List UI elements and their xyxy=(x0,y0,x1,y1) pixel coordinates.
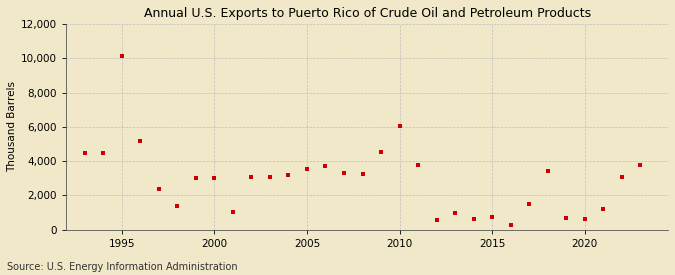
Point xyxy=(487,215,497,219)
Point xyxy=(227,210,238,214)
Text: Source: U.S. Energy Information Administration: Source: U.S. Energy Information Administ… xyxy=(7,262,238,272)
Y-axis label: Thousand Barrels: Thousand Barrels xyxy=(7,81,17,172)
Point xyxy=(339,171,350,175)
Point xyxy=(209,176,220,180)
Point xyxy=(172,204,183,208)
Point xyxy=(320,164,331,169)
Point xyxy=(506,222,516,227)
Point xyxy=(598,207,609,211)
Point xyxy=(616,174,627,179)
Point xyxy=(116,54,127,59)
Point xyxy=(153,186,164,191)
Title: Annual U.S. Exports to Puerto Rico of Crude Oil and Petroleum Products: Annual U.S. Exports to Puerto Rico of Cr… xyxy=(144,7,591,20)
Point xyxy=(302,167,313,171)
Point xyxy=(357,172,368,176)
Point xyxy=(283,173,294,177)
Point xyxy=(561,216,572,220)
Point xyxy=(246,174,256,179)
Point xyxy=(394,124,405,128)
Point xyxy=(265,174,275,179)
Point xyxy=(468,216,479,221)
Point xyxy=(376,150,387,154)
Point xyxy=(524,202,535,206)
Point xyxy=(98,150,109,155)
Point xyxy=(412,163,423,168)
Point xyxy=(635,163,646,168)
Point xyxy=(80,150,90,155)
Point xyxy=(190,176,201,180)
Point xyxy=(450,211,460,216)
Point xyxy=(135,138,146,143)
Point xyxy=(542,168,553,173)
Point xyxy=(431,218,442,222)
Point xyxy=(579,217,590,222)
